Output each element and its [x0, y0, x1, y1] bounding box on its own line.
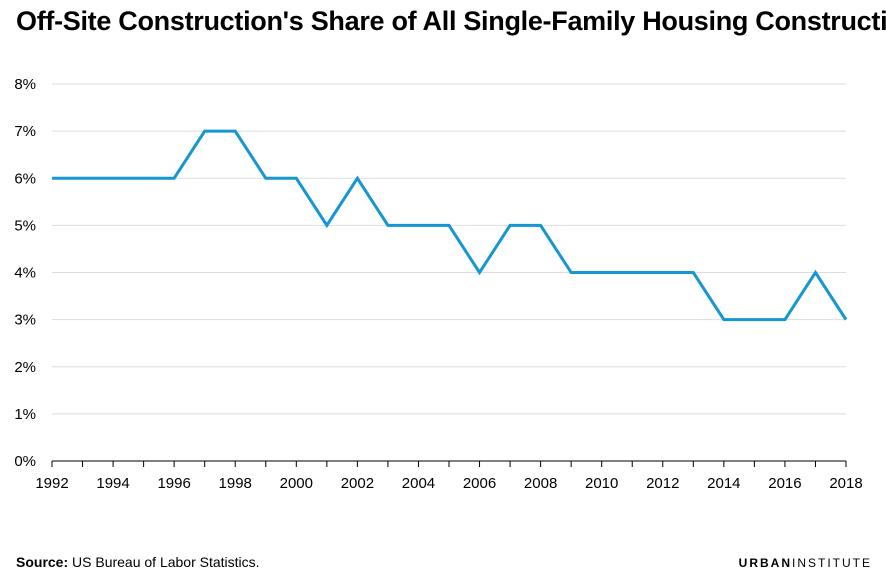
x-tick-label: 2014: [707, 475, 740, 492]
brand-logo: URBANINSTITUTE: [739, 556, 872, 570]
y-tick-label: 6%: [14, 170, 36, 187]
x-tick-label: 1992: [35, 475, 68, 492]
y-axis-ticks: 0% 1% 2% 3% 4% 5% 6% 7% 8%: [14, 76, 36, 470]
y-tick-label: 3%: [14, 312, 36, 329]
source-note: Source: US Bureau of Labor Statistics.: [16, 554, 260, 570]
x-tick-label: 1996: [157, 475, 190, 492]
chart-title: Off-Site Construction's Share of All Sin…: [16, 6, 886, 36]
series-group: [52, 129, 848, 322]
gridlines: [52, 83, 846, 462]
y-tick-label: 1%: [14, 406, 36, 423]
x-axis-ticks: 1992 1994 1996 1998 2000 2002 2004 2006 2008 2010…: [35, 461, 863, 492]
y-tick-label: 8%: [14, 76, 36, 93]
x-tick-label: 2018: [829, 475, 862, 492]
x-tick-label: 2010: [585, 475, 618, 492]
x-tick-label: 2004: [402, 475, 435, 492]
source-label: Source:: [16, 554, 69, 570]
y-tick-label: 7%: [14, 123, 36, 140]
x-tick-label: 1998: [219, 475, 252, 492]
y-tick-label: 4%: [14, 265, 36, 282]
x-tick-label: 1994: [96, 475, 129, 492]
x-tick-label: 2000: [280, 475, 313, 492]
y-tick-label: 5%: [14, 217, 36, 234]
series-line: [52, 129, 848, 322]
x-tick-label: 2012: [646, 475, 679, 492]
y-tick-label: 2%: [14, 359, 36, 376]
source-text: US Bureau of Labor Statistics.: [72, 554, 260, 570]
brand-institute: INSTITUTE: [792, 556, 872, 570]
x-tick-label: 2006: [463, 475, 496, 492]
x-tick-label: 2002: [341, 475, 374, 492]
brand-urban: URBAN: [738, 556, 792, 570]
x-tick-label: 2008: [524, 475, 557, 492]
x-tick-label: 2016: [768, 475, 801, 492]
y-tick-label: 0%: [14, 453, 36, 470]
